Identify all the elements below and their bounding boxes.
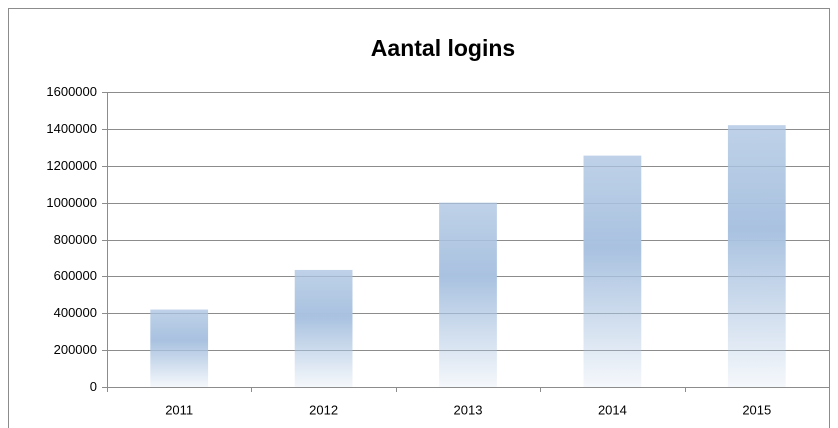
y-tick-label: 800000 — [54, 232, 97, 247]
x-tick-label: 2015 — [742, 402, 771, 417]
chart-title: Aantal logins — [371, 35, 515, 61]
y-tick-label: 600000 — [54, 268, 97, 283]
y-tick-label: 1000000 — [46, 195, 97, 210]
x-tick-label: 2013 — [454, 402, 483, 417]
bar — [727, 125, 786, 387]
y-tick-label: 1600000 — [46, 84, 97, 99]
bar — [439, 202, 497, 387]
bar — [294, 269, 353, 387]
bar — [583, 155, 642, 387]
bar — [150, 309, 209, 387]
y-tick-label: 200000 — [54, 342, 97, 357]
chart-border — [8, 8, 830, 428]
x-tick-label: 2011 — [165, 402, 193, 417]
y-tick-label: 1400000 — [46, 121, 97, 136]
y-tick-label: 400000 — [54, 305, 97, 320]
x-tick-label: 2014 — [598, 402, 627, 417]
y-tick-label: 0 — [90, 379, 97, 394]
y-tick-label: 1200000 — [46, 158, 97, 173]
x-tick-label: 2012 — [309, 402, 338, 417]
